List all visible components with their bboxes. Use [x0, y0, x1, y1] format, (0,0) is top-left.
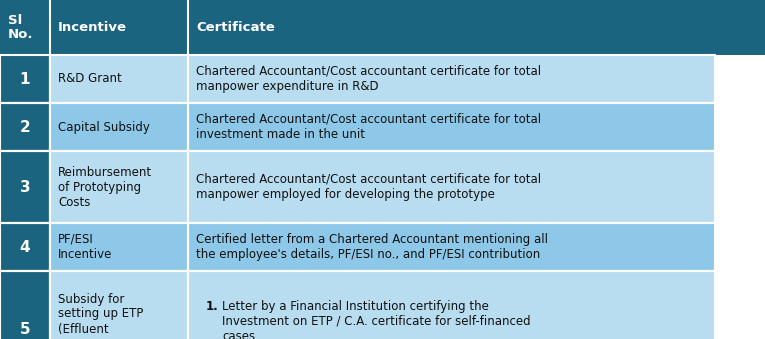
Text: Subsidy for
setting up ETP
(Effluent
Treatment
Plant): Subsidy for setting up ETP (Effluent Tre… [58, 293, 143, 339]
Bar [0, 151, 50, 223]
Text: 4: 4 [20, 239, 31, 255]
Bar [188, 151, 715, 223]
Text: Reimbursement
of Prototyping
Costs: Reimbursement of Prototyping Costs [58, 165, 152, 208]
Bar [188, 271, 715, 339]
Bar [50, 55, 188, 103]
Bar [0, 0, 765, 55]
Text: Capital Subsidy: Capital Subsidy [58, 120, 150, 134]
Text: 5: 5 [20, 321, 31, 337]
Text: 2: 2 [20, 120, 31, 135]
Bar [188, 223, 715, 271]
Text: Sl
No.: Sl No. [8, 14, 34, 41]
Bar [188, 103, 715, 151]
Text: 1.: 1. [206, 300, 219, 313]
Text: Certified letter from a Chartered Accountant mentioning all
the employee's detai: Certified letter from a Chartered Accoun… [196, 233, 548, 261]
Text: 3: 3 [20, 179, 31, 195]
Bar [50, 223, 188, 271]
Text: Chartered Accountant/Cost accountant certificate for total
investment made in th: Chartered Accountant/Cost accountant cer… [196, 113, 541, 141]
Bar [0, 223, 50, 271]
Bar [50, 103, 188, 151]
Text: Incentive: Incentive [58, 21, 127, 34]
Text: PF/ESI
Incentive: PF/ESI Incentive [58, 233, 112, 261]
Bar [188, 55, 715, 103]
Text: R&D Grant: R&D Grant [58, 73, 122, 85]
Text: Letter by a Financial Institution certifying the
Investment on ETP / C.A. certif: Letter by a Financial Institution certif… [222, 300, 531, 339]
Text: Chartered Accountant/Cost accountant certificate for total
manpower employed for: Chartered Accountant/Cost accountant cer… [196, 173, 541, 201]
Text: Chartered Accountant/Cost accountant certificate for total
manpower expenditure : Chartered Accountant/Cost accountant cer… [196, 65, 541, 93]
Text: 1: 1 [20, 72, 31, 86]
Bar [50, 271, 188, 339]
Bar [0, 55, 50, 103]
Bar [50, 151, 188, 223]
Text: Certificate: Certificate [196, 21, 275, 34]
Bar [0, 271, 50, 339]
Bar [0, 103, 50, 151]
